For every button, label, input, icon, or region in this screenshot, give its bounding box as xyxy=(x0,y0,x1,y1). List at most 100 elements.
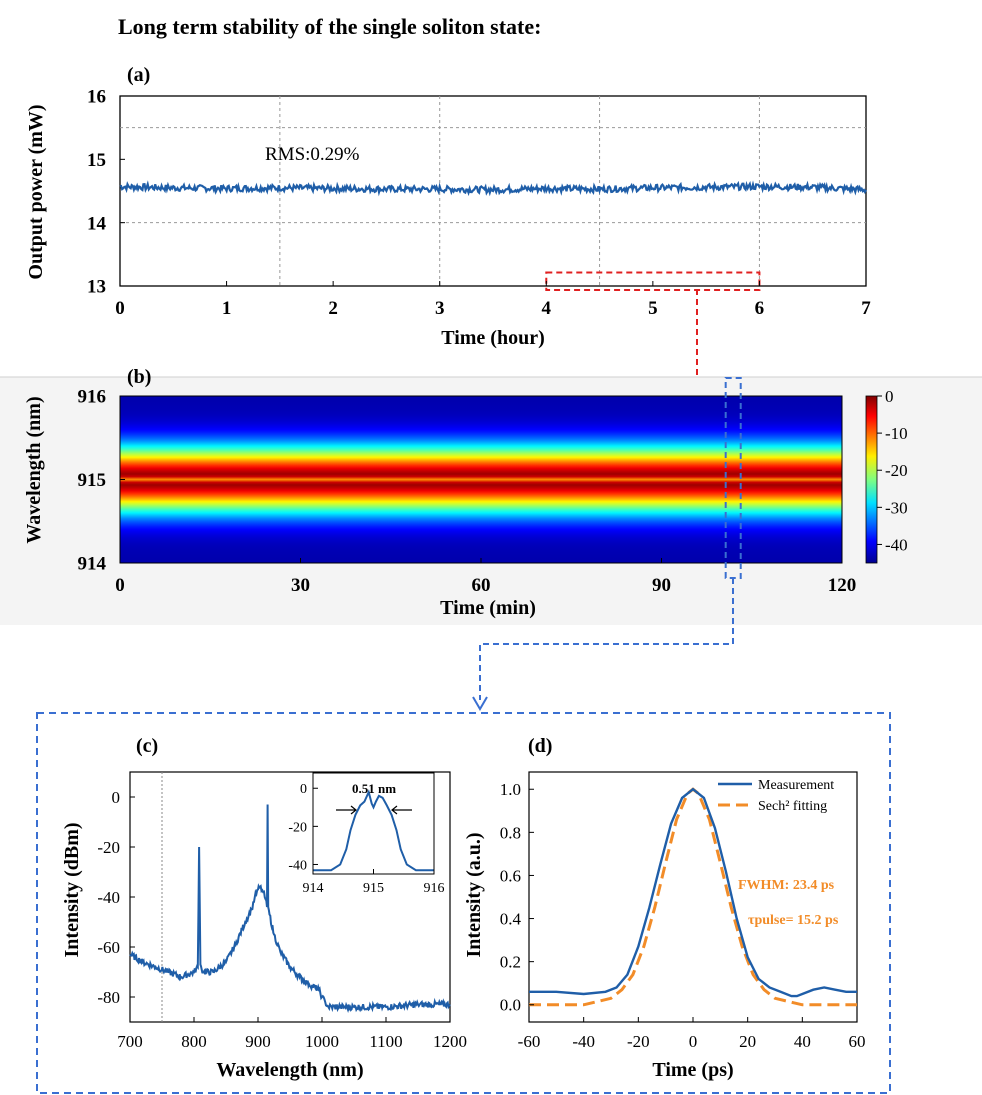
y-tick-label: 0.0 xyxy=(500,996,521,1015)
y-tick-label: 0 xyxy=(112,788,121,807)
colorbar-tick-label: -20 xyxy=(885,461,908,480)
panel-d-y-ticks: 0.0 0.2 0.4 0.6 0.8 1.0 xyxy=(500,780,534,1015)
panel-d-x-ticks: -60 -40 -20 0 20 40 60 xyxy=(518,1017,866,1051)
colorbar-tick-label: -30 xyxy=(885,498,908,517)
x-tick-label: 60 xyxy=(849,1032,866,1051)
panel-a-y-ticks: 13 14 15 16 xyxy=(87,87,125,298)
panel-c-inset-y-ticks: 0 -20 -40 xyxy=(288,782,318,873)
panel-c-y-ticks: 0 -20 -40 -60 -80 xyxy=(97,788,135,1007)
y-tick-label: -40 xyxy=(288,858,307,873)
panel-d-tau-annotation: τpulse= 15.2 ps xyxy=(748,913,839,928)
colorbar-tick-label: 0 xyxy=(885,387,894,406)
x-tick-label: 7 xyxy=(861,298,871,319)
detail-box xyxy=(36,712,891,1094)
y-tick-label: -40 xyxy=(97,888,120,907)
x-tick-label: 900 xyxy=(245,1032,271,1051)
panel-d-measurement-line xyxy=(529,787,857,998)
y-tick-label: 0.8 xyxy=(500,823,521,842)
x-tick-label: 1200 xyxy=(433,1032,467,1051)
panel-a-grid xyxy=(120,96,866,286)
colorbar xyxy=(865,395,878,564)
x-tick-label: -40 xyxy=(572,1032,595,1051)
connector-line-blue xyxy=(479,578,734,700)
x-tick-label: 800 xyxy=(181,1032,207,1051)
y-tick-label: 13 xyxy=(87,277,106,298)
panel-b: (b) 0 -10 -20 -30 -40 0 30 60 90 120 914 915 916 T… xyxy=(23,366,908,619)
x-tick-label: 0 xyxy=(115,575,125,596)
panel-a-label: (a) xyxy=(127,64,150,86)
panel-b-x-ticks: 0 30 60 90 120 xyxy=(115,558,856,596)
panel-c-label: (c) xyxy=(136,735,158,757)
panel-a-rms-annotation: RMS:0.29% xyxy=(265,144,360,165)
panel-c-inset-fwhm-arrows xyxy=(336,805,412,815)
panel-d-fwhm-annotation: FWHM: 23.4 ps xyxy=(738,878,835,893)
panel-d-x-axis-label: Time (ps) xyxy=(652,1059,733,1081)
y-tick-label: 0 xyxy=(300,782,307,797)
panel-b-y-ticks: 914 915 916 xyxy=(78,387,125,575)
x-tick-label: 3 xyxy=(435,298,445,319)
y-tick-label: 916 xyxy=(78,387,107,408)
x-tick-label: 60 xyxy=(472,575,491,596)
colorbar-tick-label: -10 xyxy=(885,424,908,443)
x-tick-label: 40 xyxy=(794,1032,811,1051)
figure-title: Long term stability of the single solito… xyxy=(118,14,541,39)
x-tick-label: 700 xyxy=(117,1032,143,1051)
x-tick-label: 4 xyxy=(542,298,552,319)
panel-c-inset-area xyxy=(312,772,435,875)
panel-b-y-axis-label: Wavelength (nm) xyxy=(23,396,45,543)
legend-label-measurement: Measurement xyxy=(758,778,834,793)
connector-arrowhead-blue xyxy=(472,696,488,711)
panel-c-y-axis-label: Intensity (dBm) xyxy=(61,822,83,957)
x-tick-label: 916 xyxy=(424,881,445,896)
panel-b-heatmap xyxy=(120,396,842,563)
x-tick-label: 0 xyxy=(689,1032,698,1051)
y-tick-label: 0.6 xyxy=(500,866,521,885)
panel-c-series-line xyxy=(129,804,451,1014)
x-tick-label: 1 xyxy=(222,298,232,319)
panel-c: (c) 700 800 900 1000 1100 1200 0-20-40-60-80 … xyxy=(61,735,467,1081)
panel-d-label: (d) xyxy=(528,735,552,757)
panel-a-series-line xyxy=(119,180,867,197)
panel-b-x-axis-label: Time (min) xyxy=(440,597,536,619)
y-tick-label: 1.0 xyxy=(500,780,521,799)
panel-d-fit-line xyxy=(529,787,857,1007)
panel-a-x-ticks: 0 1 2 3 4 5 6 7 xyxy=(115,281,871,319)
y-tick-label: 16 xyxy=(87,87,106,108)
x-tick-label: 30 xyxy=(291,575,310,596)
x-tick-label: -20 xyxy=(627,1032,650,1051)
x-tick-label: 1100 xyxy=(369,1032,402,1051)
x-tick-label: 2 xyxy=(328,298,338,319)
x-tick-label: 5 xyxy=(648,298,658,319)
panel-d-y-axis-label: Intensity (a.u.) xyxy=(463,832,485,957)
panel-d-legend: Measurement Sech² fitting xyxy=(718,778,834,814)
x-tick-label: 90 xyxy=(652,575,671,596)
y-tick-label: 914 xyxy=(78,554,107,575)
colorbar-tick-label: -40 xyxy=(885,535,908,554)
panel-a-x-axis-label: Time (hour) xyxy=(441,327,545,349)
x-tick-label: 914 xyxy=(303,881,324,896)
y-tick-label: 0.4 xyxy=(500,910,522,929)
y-tick-label: -20 xyxy=(288,820,307,835)
panel-c-inset-line xyxy=(313,789,434,872)
x-tick-label: 0 xyxy=(115,298,125,319)
x-tick-label: 20 xyxy=(739,1032,756,1051)
y-tick-label: 15 xyxy=(87,150,106,171)
panel-c-x-axis-label: Wavelength (nm) xyxy=(216,1059,363,1081)
panel-a-y-axis-label: Output power (mW) xyxy=(25,104,47,279)
x-tick-label: 915 xyxy=(363,881,384,896)
panel-c-inset-x-ticks: 914 915 916 xyxy=(303,869,445,896)
panel-d: (d) -60 -40 -20 0 20 40 60 0.00.20.40.60.81.0 … xyxy=(463,735,866,1081)
panel-a: (a) RMS:0.29% 0 1 2 3 4 5 6 7 13 14 15 16 Time (ho… xyxy=(25,64,871,349)
y-tick-label: 915 xyxy=(78,470,107,491)
y-tick-label: -60 xyxy=(97,938,120,957)
panel-b-label: (b) xyxy=(127,366,151,388)
x-tick-label: 6 xyxy=(755,298,765,319)
x-tick-label: 120 xyxy=(828,575,857,596)
colorbar-ticks: 0 -10 -20 -30 -40 xyxy=(877,387,908,554)
legend-label-fit: Sech² fitting xyxy=(758,799,827,814)
y-tick-label: -20 xyxy=(97,838,120,857)
x-tick-label: 1000 xyxy=(305,1032,339,1051)
y-tick-label: -80 xyxy=(97,988,120,1007)
panel-c-x-ticks: 700 800 900 1000 1100 1200 xyxy=(117,1017,467,1051)
